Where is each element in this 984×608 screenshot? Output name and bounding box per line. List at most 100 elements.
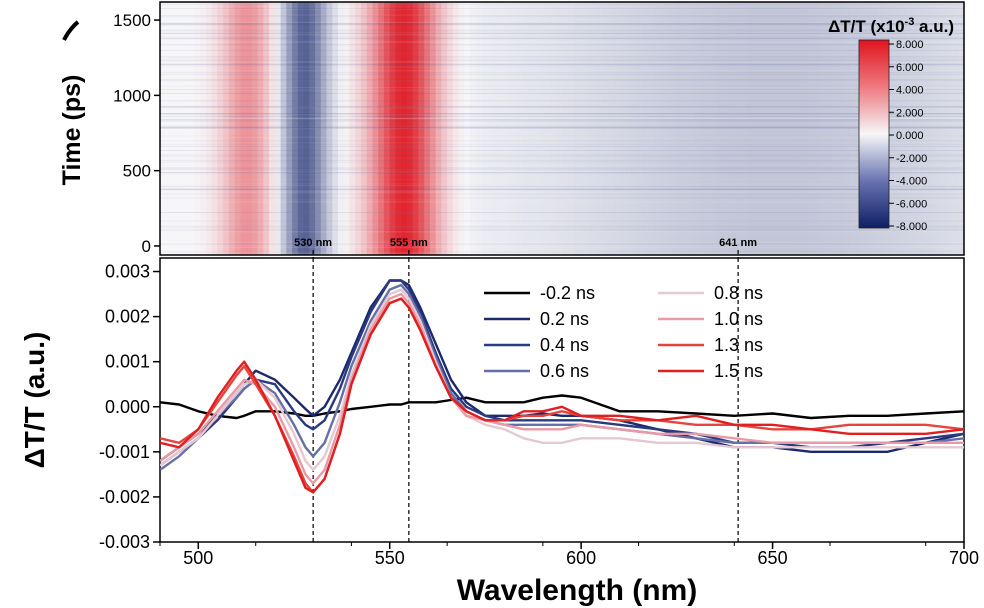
heatmap-column: [774, 2, 781, 255]
heatmap-column: [171, 2, 178, 255]
heatmap-column: [952, 2, 959, 255]
heatmap-column: [223, 2, 230, 255]
heatmap-noise-row: [160, 29, 964, 31]
heatmap-frame: [159, 1, 965, 256]
heatmap-noise-row: [160, 42, 964, 44]
heatmap-marker-label: 555 nm: [390, 237, 428, 249]
heatmap-column: [366, 2, 374, 255]
heatmap-column: [458, 2, 465, 255]
heatmap-noise-row: [160, 243, 964, 245]
heatmap-column: [211, 2, 219, 255]
heatmap-noise-row: [160, 228, 964, 230]
heatmap-column: [694, 2, 701, 255]
heatmap-noise-row: [160, 229, 964, 231]
heatmap-column: [688, 2, 695, 255]
y-tick-label: -0.003: [99, 532, 150, 552]
y-axis: -0.003 -0.002 -0.001 0.000 0.001 0.002 0.003: [99, 262, 160, 552]
heatmap-column: [607, 2, 615, 255]
heatmap-noise-row: [160, 116, 964, 117]
x-tick-label: 700: [949, 548, 979, 568]
heatmap-column: [671, 2, 678, 255]
heatmap-noise-row: [160, 185, 964, 187]
heatmap-column: [763, 2, 770, 255]
y-tick-label: 0.002: [105, 307, 150, 327]
series-lines: [160, 279, 964, 494]
heatmap-noise-row: [160, 21, 964, 23]
heatmap-noise-row: [160, 167, 964, 169]
heatmap-column: [194, 2, 201, 255]
heatmap-column: [676, 2, 684, 255]
heatmap-noise-row: [160, 44, 964, 46]
heatmap-noise-row: [160, 172, 964, 173]
heatmap-noise-row: [160, 253, 964, 255]
heatmap-noise-row: [160, 188, 964, 190]
heatmap-noise-row: [160, 2, 964, 4]
heatmap-noise-row: [160, 14, 964, 16]
heatmap-column: [286, 2, 293, 255]
colorbar: ΔT/T (x10-3 a.u.) 8.000 6.000 4.000 2.000 0.…: [828, 16, 954, 233]
heatmap-noise-row: [160, 247, 964, 248]
heatmap-y-tick-label: 1500: [113, 11, 151, 30]
heatmap-noise-row: [160, 64, 964, 65]
heatmap-column: [464, 2, 471, 255]
heatmap-y-tick-label: 0: [142, 237, 151, 256]
heatmap-noise-row: [160, 171, 964, 173]
heatmap-noise-row: [160, 136, 964, 138]
colorbar-tick-label: -4.000: [896, 176, 927, 188]
heatmap-noise-row: [160, 244, 964, 246]
legend-label: 1.0 ns: [714, 309, 763, 329]
heatmap-noise-row: [160, 150, 964, 151]
heatmap-column: [699, 2, 707, 255]
heatmap-column: [504, 2, 511, 255]
x-tick-label: 650: [758, 548, 788, 568]
heatmap-noise-row: [160, 251, 964, 253]
x-tick-label: 500: [183, 548, 213, 568]
heatmap-noise-row: [160, 114, 964, 116]
heatmap-noise-row: [160, 168, 964, 170]
heatmap-noise-row: [160, 3, 964, 5]
heatmap-column: [527, 2, 534, 255]
heatmap-column: [900, 2, 908, 255]
y-axis-label: ΔT/T (a.u.): [19, 332, 50, 469]
heatmap-column: [613, 2, 621, 255]
heatmap-column: [785, 2, 793, 255]
heatmap-column: [929, 2, 936, 255]
heatmap-noise-row: [160, 38, 964, 40]
heatmap-noise-row: [160, 71, 964, 73]
heatmap-noise-row: [160, 16, 964, 18]
heatmap-noise-row: [160, 86, 964, 88]
heatmap-column: [625, 2, 632, 255]
heatmap-noise-row: [160, 85, 964, 87]
heatmap-column: [160, 2, 167, 255]
heatmap-panel: [160, 2, 964, 255]
colorbar-tick-label: 2.000: [896, 107, 924, 119]
heatmap-column: [274, 2, 282, 255]
heatmap-column: [493, 2, 500, 255]
colorbar-tick-label: 4.000: [896, 85, 924, 97]
y-tick-label: 0.000: [105, 397, 150, 417]
heatmap-noise-row: [160, 60, 964, 62]
heatmap-noise-row: [160, 197, 964, 199]
heatmap-noise-row: [160, 92, 964, 94]
heatmap-noise-row: [160, 183, 964, 185]
heatmap-column: [297, 2, 305, 255]
heatmap-noise-row: [160, 225, 964, 227]
heatmap-column: [165, 2, 173, 255]
heatmap-column: [854, 2, 862, 255]
heatmap-column: [510, 2, 517, 255]
heatmap-column: [205, 2, 213, 255]
heatmap-noise-row: [160, 220, 964, 222]
heatmap-column: [912, 2, 919, 255]
heatmap-noise-row: [160, 106, 964, 108]
heatmap-noise-row: [160, 33, 964, 35]
heatmap-noise-row: [160, 8, 964, 9]
heatmap-column: [751, 2, 758, 255]
heatmap-noise-row: [160, 154, 964, 156]
heatmap-column: [596, 2, 603, 255]
marker-lines: [312, 258, 739, 542]
colorbar-tick-label: 0.000: [896, 130, 924, 142]
heatmap-noise-row: [160, 24, 964, 26]
heatmap-noise-row: [160, 118, 964, 119]
series-line: [160, 288, 964, 472]
heatmap-column: [498, 2, 506, 255]
